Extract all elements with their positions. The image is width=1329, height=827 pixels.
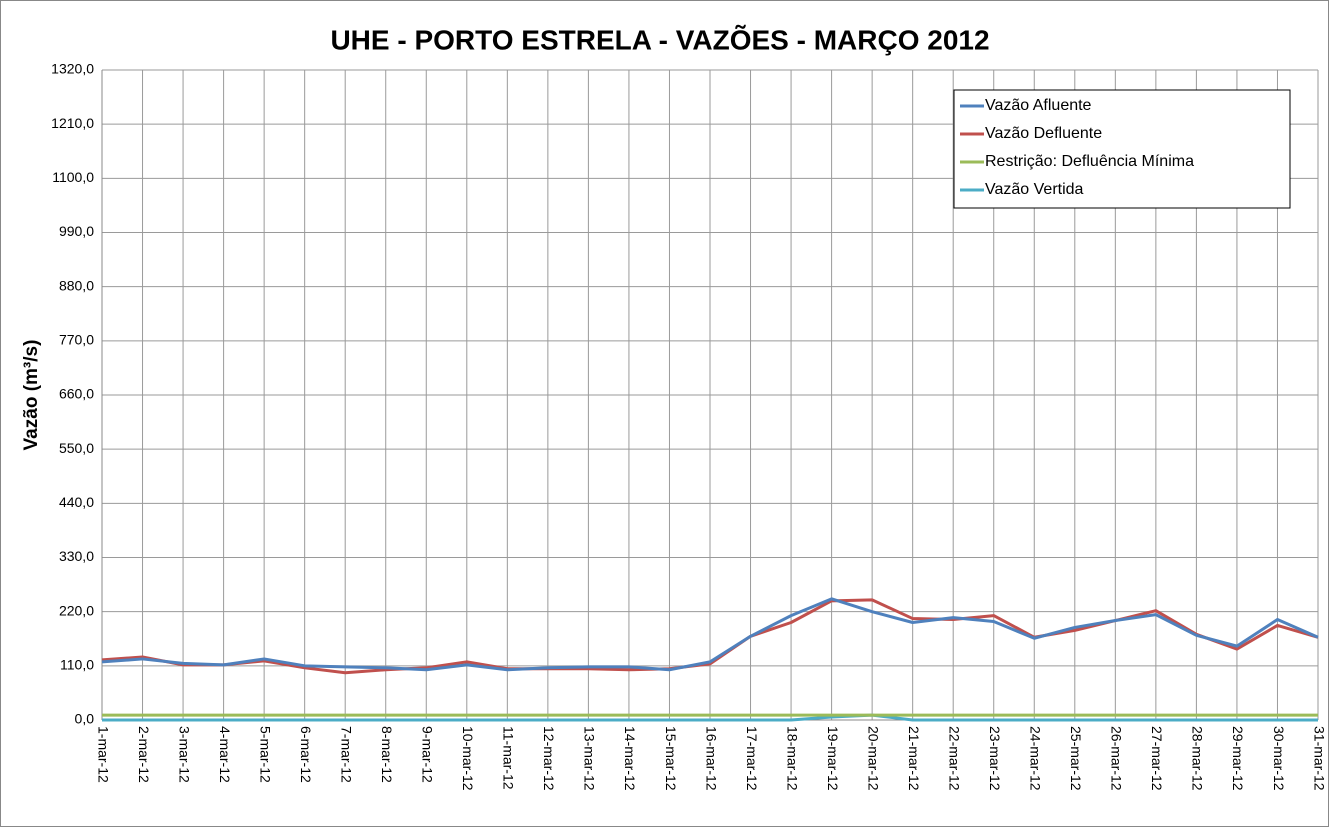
chart-title: UHE - PORTO ESTRELA - VAZÕES - MARÇO 201… [330, 24, 989, 55]
y-tick-label: 1100,0 [52, 169, 94, 185]
x-tick-label: 6-mar-12 [298, 726, 314, 783]
x-tick-label: 14-mar-12 [622, 726, 638, 791]
x-tick-label: 8-mar-12 [379, 726, 395, 783]
x-tick-label: 19-mar-12 [825, 726, 841, 791]
x-tick-label: 20-mar-12 [865, 726, 881, 791]
y-tick-label: 110,0 [60, 657, 94, 673]
y-tick-label: 880,0 [59, 277, 94, 293]
legend-label: Restrição: Defluência Mínima [985, 153, 1194, 170]
x-tick-label: 10-mar-12 [460, 726, 476, 791]
x-tick-label: 9-mar-12 [420, 726, 436, 783]
x-tick-label: 25-mar-12 [1068, 726, 1084, 791]
x-tick-label: 15-mar-12 [663, 726, 679, 791]
y-tick-label: 1320,0 [51, 61, 94, 77]
x-tick-label: 3-mar-12 [176, 726, 192, 783]
legend-label: Vazão Vertida [985, 181, 1084, 198]
x-tick-label: 26-mar-12 [1109, 726, 1125, 791]
x-tick-label: 30-mar-12 [1271, 726, 1287, 791]
series-line [101, 597, 1319, 672]
legend-label: Vazão Afluente [985, 97, 1092, 114]
x-tick-label: 21-mar-12 [906, 726, 922, 791]
y-tick-label: 220,0 [59, 602, 94, 618]
y-tick-label: 1210,0 [51, 115, 94, 131]
x-tick-label: 23-mar-12 [987, 726, 1003, 791]
y-tick-label: 660,0 [59, 386, 94, 402]
x-tick-label: 1-mar-12 [95, 726, 111, 783]
legend-box [953, 89, 1291, 209]
x-tick-label: 22-mar-12 [946, 726, 962, 791]
legend-label: Vazão Defluente [985, 125, 1102, 142]
x-tick-label: 7-mar-12 [338, 726, 354, 783]
y-tick-label: 330,0 [59, 548, 94, 564]
x-tick-label: 5-mar-12 [257, 726, 273, 783]
x-tick-label: 27-mar-12 [1149, 726, 1165, 791]
x-tick-label: 12-mar-12 [541, 726, 557, 791]
x-tick-label: 13-mar-12 [582, 726, 598, 791]
x-tick-label: 16-mar-12 [703, 726, 719, 791]
series-line [102, 713, 1318, 722]
x-tick-label: 24-mar-12 [1028, 726, 1044, 791]
x-tick-label: 18-mar-12 [784, 726, 800, 791]
x-tick-label: 31-mar-12 [1311, 726, 1327, 791]
y-tick-label: 440,0 [59, 494, 94, 510]
x-tick-label: 17-mar-12 [744, 726, 760, 791]
x-tick-label: 11-mar-12 [501, 726, 517, 790]
x-tick-label: 28-mar-12 [1190, 726, 1206, 791]
x-tick-label: 29-mar-12 [1230, 726, 1246, 791]
y-tick-label: 990,0 [59, 223, 94, 239]
y-tick-label: 0,0 [75, 711, 95, 727]
y-tick-label: 550,0 [59, 440, 94, 456]
y-tick-label: 770,0 [59, 332, 94, 348]
y-axis-label: Vazão (m³/s) [21, 340, 42, 451]
x-tick-label: 4-mar-12 [217, 726, 233, 783]
x-tick-label: 2-mar-12 [136, 726, 152, 783]
